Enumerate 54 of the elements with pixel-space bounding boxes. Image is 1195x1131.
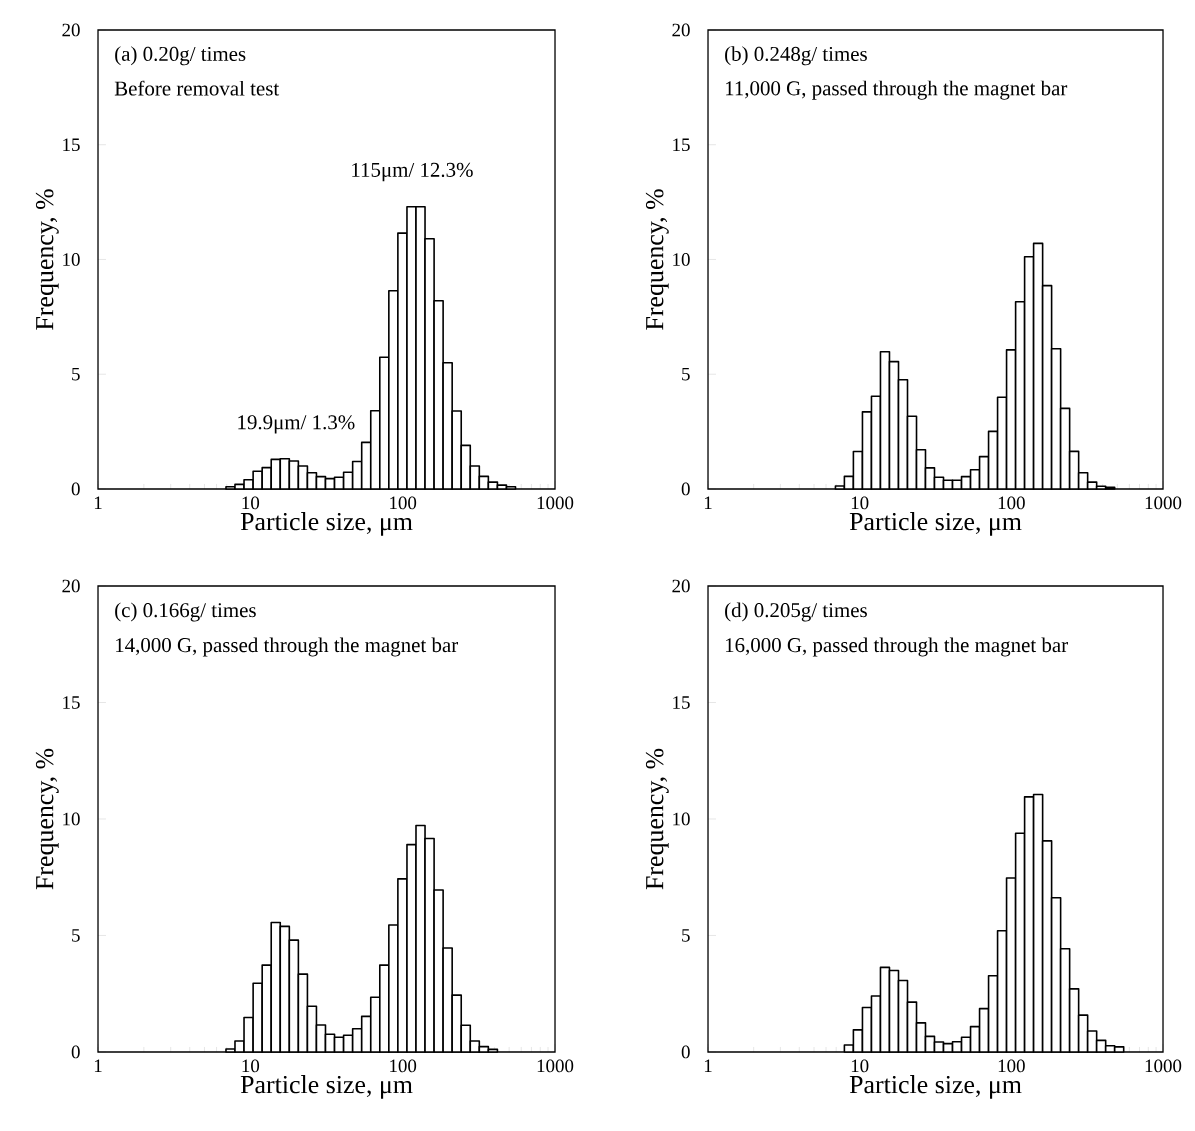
x-tick-label: 1 <box>94 1059 102 1072</box>
y-tick-label: 20 <box>672 579 690 593</box>
annotation: (a) 0.20g/ times <box>115 46 246 66</box>
y-tick-label: 5 <box>682 367 690 381</box>
annotation: (d) 0.205g/ times <box>725 602 867 622</box>
x-axis-title: Particle size, μm <box>849 1075 1022 1099</box>
x-tick-label: 10 <box>242 496 260 510</box>
x-tick-label: 100 <box>998 496 1025 510</box>
y-tick-label: 10 <box>63 812 80 826</box>
y-tick-label: 10 <box>63 253 80 266</box>
y-tick-label: 0 <box>681 1045 690 1059</box>
x-tick-label: 1 <box>704 1059 712 1072</box>
y-tick-label: 5 <box>72 929 80 942</box>
x-axis-title: Particle size, μm <box>240 512 413 536</box>
y-axis-title: Frequency, % <box>35 748 59 890</box>
y-tick-label: 20 <box>62 579 80 593</box>
x-tick-label: 10 <box>851 496 869 510</box>
x-tick-label: 10 <box>242 1059 260 1073</box>
y-tick-label: 15 <box>63 138 80 152</box>
y-tick-label: 15 <box>673 696 690 709</box>
annotation: 16,000 G, passed through the magnet bar <box>725 637 1068 657</box>
y-tick-label: 0 <box>71 1045 80 1059</box>
y-tick-label: 20 <box>62 23 80 37</box>
x-axis-title: Particle size, μm <box>240 1075 413 1099</box>
y-tick-label: 0 <box>681 482 690 496</box>
x-tick-label: 1000 <box>1145 1059 1182 1073</box>
annotation: 14,000 G, passed through the magnet bar <box>116 637 459 657</box>
x-tick-label: 10 <box>851 1059 869 1073</box>
annotation: (b) 0.248g/ times <box>725 46 867 66</box>
annotation: (c) 0.166g/ times <box>115 602 256 622</box>
x-tick-label: 100 <box>998 1059 1025 1073</box>
y-tick-label: 15 <box>63 696 80 709</box>
y-tick-label: 20 <box>672 23 690 37</box>
y-axis-title: Frequency, % <box>35 189 59 330</box>
x-tick-label: 100 <box>390 496 417 510</box>
y-tick-label: 5 <box>72 367 80 381</box>
annotation: Before removal test <box>114 80 280 96</box>
annotation: 11,000 G, passed through the magnet bar <box>725 80 1068 100</box>
x-tick-label: 100 <box>390 1059 417 1073</box>
annotation: 115μm/ 12.3% <box>352 162 473 182</box>
y-tick-label: 10 <box>673 253 690 266</box>
y-tick-label: 10 <box>673 812 690 826</box>
y-tick-label: 5 <box>682 929 690 942</box>
y-axis-title: Frequency, % <box>645 189 669 330</box>
x-tick-label: 1000 <box>537 1059 574 1073</box>
y-tick-label: 0 <box>71 482 80 496</box>
annotation: 19.9μm/ 1.3% <box>238 415 355 434</box>
x-tick-label: 1000 <box>537 496 574 510</box>
x-axis-title: Particle size, μm <box>849 512 1022 536</box>
y-tick-label: 15 <box>673 138 690 152</box>
x-tick-label: 1 <box>704 496 712 509</box>
y-axis-title: Frequency, % <box>645 748 669 890</box>
x-tick-label: 1000 <box>1145 496 1182 510</box>
x-tick-label: 1 <box>94 496 102 509</box>
